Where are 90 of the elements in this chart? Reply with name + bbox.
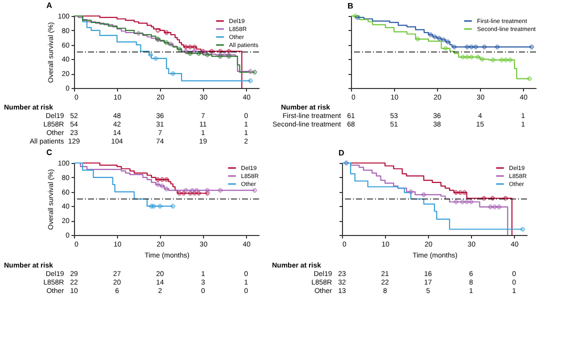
point xyxy=(136,31,141,36)
point xyxy=(248,78,253,84)
point xyxy=(252,70,257,74)
point xyxy=(462,190,467,195)
point xyxy=(156,28,160,33)
chart-title: B xyxy=(348,2,354,11)
point xyxy=(529,44,534,50)
point xyxy=(464,44,470,50)
point xyxy=(192,44,197,50)
point xyxy=(192,49,197,54)
point xyxy=(181,190,186,196)
point xyxy=(527,76,532,81)
point xyxy=(495,44,500,50)
point xyxy=(490,58,496,62)
point xyxy=(151,204,156,208)
point xyxy=(205,190,210,196)
point xyxy=(188,51,192,56)
point xyxy=(164,40,169,45)
point xyxy=(170,204,176,208)
point xyxy=(248,69,253,74)
point xyxy=(469,54,474,60)
point xyxy=(184,49,188,54)
point xyxy=(196,51,202,56)
point xyxy=(222,52,227,58)
chart-title: C xyxy=(46,148,52,157)
point xyxy=(160,177,164,182)
point xyxy=(205,188,210,193)
point xyxy=(476,54,480,60)
point xyxy=(192,190,197,196)
point xyxy=(177,46,182,52)
point xyxy=(226,49,232,54)
point xyxy=(252,188,257,193)
point xyxy=(520,226,525,232)
point xyxy=(441,37,446,42)
point xyxy=(432,34,438,40)
chart-title: A xyxy=(46,1,52,10)
point xyxy=(177,190,182,196)
point xyxy=(164,186,169,192)
point xyxy=(209,49,214,54)
point xyxy=(469,44,474,50)
point xyxy=(188,190,192,196)
point xyxy=(496,204,502,210)
chart-title: D xyxy=(338,148,344,158)
point xyxy=(490,196,495,201)
point xyxy=(158,204,162,208)
point xyxy=(194,188,199,193)
point xyxy=(196,190,202,196)
point xyxy=(436,36,442,41)
point xyxy=(503,196,508,201)
point xyxy=(504,58,508,62)
point xyxy=(408,190,414,194)
point xyxy=(149,204,154,208)
point xyxy=(488,204,493,210)
point xyxy=(421,192,426,197)
point xyxy=(492,204,498,210)
point xyxy=(190,188,195,193)
point xyxy=(482,44,487,50)
point xyxy=(446,40,450,44)
point xyxy=(153,56,158,61)
point xyxy=(454,190,458,195)
point xyxy=(508,58,512,62)
point xyxy=(188,44,192,50)
point xyxy=(443,46,448,51)
point xyxy=(464,200,470,204)
point xyxy=(148,52,153,58)
point xyxy=(156,182,160,187)
point xyxy=(460,54,466,60)
point xyxy=(458,190,463,195)
point xyxy=(164,30,169,35)
point xyxy=(168,42,174,46)
point xyxy=(428,32,433,37)
point xyxy=(464,54,470,60)
point xyxy=(452,44,457,50)
point xyxy=(184,188,188,193)
point xyxy=(218,49,223,54)
point xyxy=(482,196,486,201)
point xyxy=(454,200,458,204)
point xyxy=(468,200,474,204)
point xyxy=(164,177,169,182)
point xyxy=(473,44,478,50)
point xyxy=(170,71,176,76)
point xyxy=(415,36,420,42)
point xyxy=(499,58,504,62)
point xyxy=(156,177,160,182)
point xyxy=(160,184,164,188)
point xyxy=(480,56,484,62)
point xyxy=(184,44,188,50)
point xyxy=(460,200,465,204)
point xyxy=(205,52,210,58)
point xyxy=(218,188,223,193)
